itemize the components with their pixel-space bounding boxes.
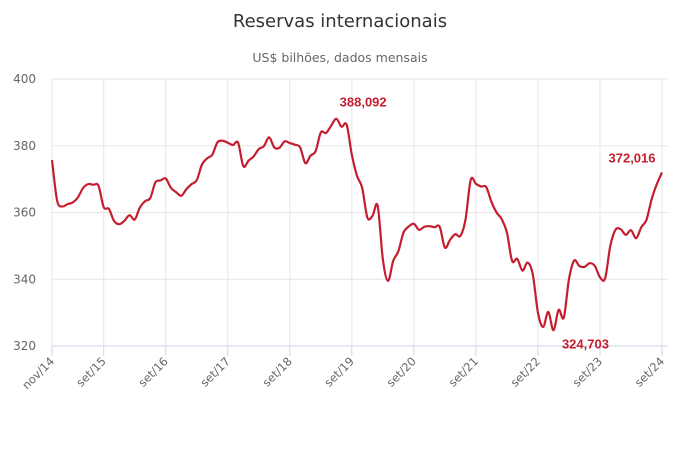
x-tick-label: set/22 xyxy=(508,354,543,389)
y-tick-label: 380 xyxy=(13,139,36,153)
y-tick-label: 320 xyxy=(13,339,36,353)
x-tick-label: set/18 xyxy=(259,354,294,389)
y-tick-label: 360 xyxy=(13,206,36,220)
grid xyxy=(51,78,668,346)
reserves-line xyxy=(50,117,664,332)
x-tick-label: set/21 xyxy=(446,354,481,389)
annotations: 388,092 324,703 372,016 xyxy=(340,95,656,352)
x-tick-label: set/20 xyxy=(384,354,419,389)
data-label: 388,092 xyxy=(340,95,387,110)
x-tick-label: set/24 xyxy=(632,354,667,389)
y-axis: 320 340 360 380 400 xyxy=(13,72,36,353)
chart-title: Reservas internacionais xyxy=(233,11,447,32)
x-tick-label: set/15 xyxy=(73,354,108,389)
data-label: 372,016 xyxy=(609,150,656,165)
y-tick-label: 400 xyxy=(13,72,36,86)
x-axis: nov/14 set/15 set/16 set/17 set/18 set/19 set/… xyxy=(19,345,668,392)
x-tick-label: set/19 xyxy=(322,354,357,389)
series-line-group xyxy=(50,117,664,332)
chart-subtitle: US$ bilhões, dados mensais xyxy=(252,50,427,65)
data-label: 324,703 xyxy=(562,336,609,351)
x-tick-label: set/23 xyxy=(570,354,605,389)
x-tick-label: set/17 xyxy=(197,354,232,389)
y-tick-label: 340 xyxy=(13,272,36,286)
x-tick-label: set/16 xyxy=(135,354,170,389)
x-tick-label: nov/14 xyxy=(19,354,57,392)
